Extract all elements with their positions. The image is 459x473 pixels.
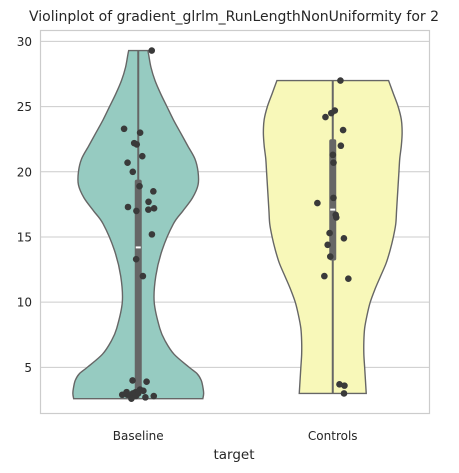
point-baseline [120,125,128,133]
y-tick-labels: 5 10 15 20 25 30 [17,35,32,375]
point-controls [324,241,331,249]
point-baseline [129,168,137,176]
point-baseline [145,198,152,206]
point-controls [337,142,345,150]
point-baseline [145,206,152,213]
point-baseline [139,272,147,280]
point-controls [345,275,352,283]
x-tick-baseline: Baseline [113,429,164,443]
iqr-box-baseline [134,179,142,395]
point-baseline [128,395,135,402]
point-controls [333,214,340,221]
point-baseline [133,207,140,215]
point-baseline [132,255,140,263]
box-plots [134,50,337,399]
point-baseline [138,152,146,160]
point-controls [336,381,343,388]
point-controls [314,199,321,207]
x-tick-controls: Controls [308,429,358,443]
point-baseline [133,141,141,148]
point-baseline [150,392,158,400]
plot-frame [39,29,431,415]
point-controls [321,272,328,280]
point-controls [326,229,333,237]
point-baseline [129,377,136,384]
violins [72,49,403,400]
point-controls [340,390,348,397]
median-controls [330,208,336,211]
point-baseline [148,47,156,54]
point-controls [337,77,344,84]
y-tick-20: 20 [17,165,32,179]
point-controls [330,159,337,166]
point-controls [326,253,334,260]
point-controls [330,194,337,202]
point-baseline [140,387,147,395]
point-controls [339,126,347,134]
data-points [118,47,352,402]
median-baseline [135,246,141,249]
point-baseline [124,159,131,166]
chart-title: Violinplot of gradient_glrlm_RunLengthNo… [29,9,439,25]
point-baseline [150,205,158,212]
y-tick-15: 15 [17,230,32,244]
point-baseline [136,182,143,190]
point-baseline [124,203,132,211]
point-baseline [142,394,149,401]
point-controls [329,151,337,159]
point-controls [340,234,348,242]
point-baseline [136,129,144,136]
x-tick-labels: Baseline Controls [113,429,358,443]
point-controls [341,382,348,389]
y-tick-30: 30 [17,35,32,49]
y-tick-25: 25 [17,100,32,114]
x-axis-label: target [213,447,254,463]
point-baseline [148,231,156,238]
point-controls [328,109,335,117]
point-baseline [118,391,126,399]
y-tick-5: 5 [24,361,32,375]
point-controls [322,113,329,121]
point-baseline [143,378,150,386]
y-tick-10: 10 [17,296,32,310]
point-baseline [150,188,157,195]
